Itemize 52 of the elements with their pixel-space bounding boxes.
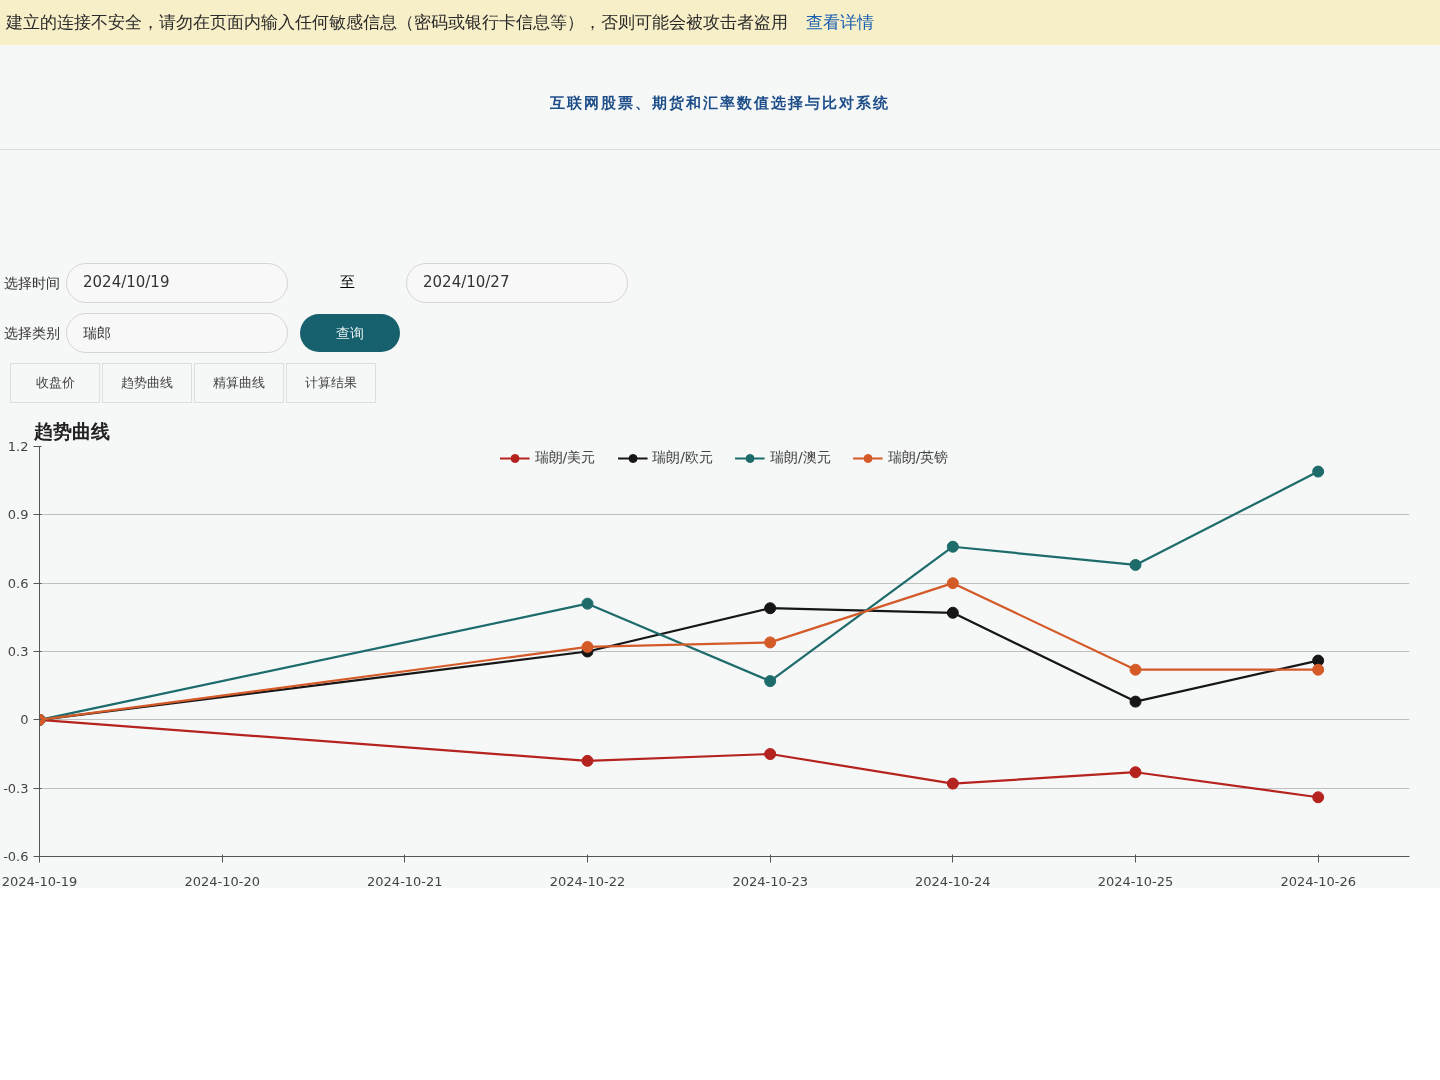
x-tick-label: 2024-10-23 (732, 873, 808, 889)
point (1129, 695, 1142, 708)
legend-label: 瑞朗/澳元 (770, 449, 831, 467)
x-tick-label: 2024-10-21 (367, 873, 443, 889)
point (1129, 558, 1142, 571)
point (946, 777, 959, 790)
point (1312, 791, 1325, 804)
y-tick-label: 1.2 (7, 439, 29, 454)
text: 查询 (300, 314, 400, 352)
point (1129, 766, 1142, 779)
text: 选择时间 (4, 274, 61, 293)
text: 瑞郎 (66, 313, 288, 353)
legend-label: 瑞朗/英镑 (887, 449, 949, 467)
text: 计算结果 (286, 363, 376, 403)
text: 查看详情 (806, 11, 874, 35)
text: 选择类别 (4, 324, 61, 343)
point (946, 540, 959, 553)
chart-subtitle: 趋势曲线 (32, 419, 110, 442)
text: 趋势曲线 (102, 363, 192, 403)
point (581, 597, 594, 610)
point (1312, 663, 1325, 676)
x-tick-label: 2024-10-20 (184, 873, 260, 889)
text: 收盘价 (10, 363, 100, 403)
y-tick-label: 0.3 (7, 644, 29, 659)
point (1129, 663, 1142, 676)
legend-label: 瑞朗/美元 (534, 449, 596, 467)
x-tick-label: 2024-10-22 (549, 873, 626, 889)
x-tick-label: 2024-10-25 (1097, 873, 1174, 889)
chart-title: 互联网股票、期货和汇率数值选择与比对系统 (0, 45, 1440, 150)
legend-label: 瑞朗/欧元 (652, 449, 713, 467)
x-tick-label: 2024-10-24 (915, 873, 991, 889)
point (581, 640, 594, 653)
y-tick-label: 0 (20, 712, 29, 728)
x-tick-label: 2024-10-19 (1, 873, 78, 889)
x-tick-label: 2024-10-26 (1280, 873, 1356, 889)
point (764, 675, 777, 688)
point (764, 602, 777, 615)
point (581, 754, 594, 767)
text: 2024/10/27 (406, 263, 628, 303)
point (946, 577, 959, 590)
text: 精算曲线 (194, 363, 284, 403)
point (764, 748, 777, 760)
text: 至 (338, 272, 356, 294)
y-tick-label: -0.6 (3, 849, 29, 864)
point (946, 606, 959, 619)
text: 2024/10/19 (66, 263, 288, 303)
point (764, 636, 777, 649)
point (1312, 465, 1325, 478)
y-tick-label: 0.6 (7, 575, 29, 591)
y-tick-label: -0.3 (3, 780, 29, 796)
y-tick-label: 0.9 (7, 507, 29, 523)
text: 建立的连接不安全，请勿在页面内输入任何敏感信息（密码或银行卡信息等），否则可能会被攻击者盗用 (6, 11, 788, 35)
